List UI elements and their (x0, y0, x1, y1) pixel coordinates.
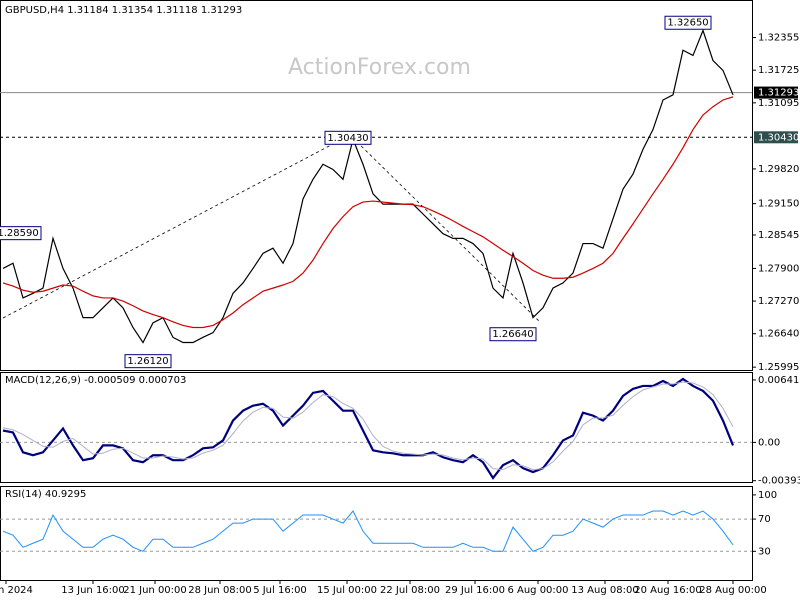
y-tick-label: 100 (758, 490, 777, 501)
x-tick-label: 15 Jul 00:00 (317, 585, 377, 596)
annotation-label: 1.32650 (667, 18, 708, 29)
y-tick-label: 30 (758, 546, 771, 557)
x-tick-label: 6 Jun 2024 (0, 585, 33, 596)
y-tick-label: 1.31725 (758, 65, 799, 76)
level-label: 1.31293 (758, 88, 799, 99)
macd-title: MACD(12,26,9) -0.000509 0.000703 (5, 375, 186, 386)
x-tick-label: 28 Jun 08:00 (188, 585, 252, 596)
y-tick-label: 1.26640 (758, 329, 799, 340)
x-tick-label: 13 Aug 08:00 (571, 585, 638, 596)
y-tick-label: 0.006413 (758, 375, 800, 386)
level-box (754, 86, 798, 99)
macd-panel (0, 372, 753, 483)
y-tick-label: 1.25995 (758, 362, 799, 373)
price-panel (0, 0, 753, 371)
y-tick-label: 1.27900 (758, 263, 799, 274)
x-tick-label: 13 Jun 16:00 (61, 585, 125, 596)
y-tick-label: -0.003938 (758, 476, 800, 487)
series-line (2, 377, 735, 480)
x-tick-label: 28 Aug 00:00 (699, 585, 766, 596)
rsi-panel (0, 486, 753, 581)
annotation-label: 1.26120 (127, 356, 168, 367)
x-tick-label: 20 Aug 16:00 (634, 585, 701, 596)
x-tick-label: 6 Aug 00:00 (507, 585, 568, 596)
annotation-box (324, 130, 372, 145)
annotation-label: 1.30430 (327, 133, 368, 144)
y-tick-label: 1.29820 (758, 164, 799, 175)
level-label: 1.30430 (758, 132, 799, 143)
x-tick-label: 5 Jul 16:00 (253, 585, 307, 596)
series-line (2, 510, 734, 552)
annotation-box (124, 354, 172, 369)
y-tick-label: 70 (758, 514, 771, 525)
annotation-box (664, 15, 712, 30)
x-tick-label: 22 Jul 08:00 (380, 585, 440, 596)
y-tick-label: 1.31095 (758, 98, 799, 109)
level-box (754, 131, 798, 144)
y-tick-label: 1.28545 (758, 230, 799, 241)
y-tick-label: 0.00 (758, 437, 780, 448)
annotation-box (0, 226, 42, 241)
rsi-title: RSI(14) 40.9295 (5, 489, 86, 500)
y-tick-label: 1.29150 (758, 199, 799, 210)
x-tick-label: 29 Jul 16:00 (445, 585, 505, 596)
series-line (2, 96, 734, 329)
watermark: ActionForex.com (288, 55, 471, 80)
annotation-label: 1.28590 (0, 228, 39, 239)
y-tick-label: 1.32355 (758, 33, 799, 44)
y-tick-label: 1.27270 (758, 296, 799, 307)
annotation-label: 1.26640 (492, 329, 533, 340)
annotation-box (489, 327, 537, 342)
x-tick-label: 21 Jun 00:00 (123, 585, 187, 596)
series-line (2, 381, 734, 471)
chart-title: GBPUSD,H4 1.31184 1.31354 1.31118 1.3129… (5, 5, 242, 16)
series-line (2, 28, 734, 344)
